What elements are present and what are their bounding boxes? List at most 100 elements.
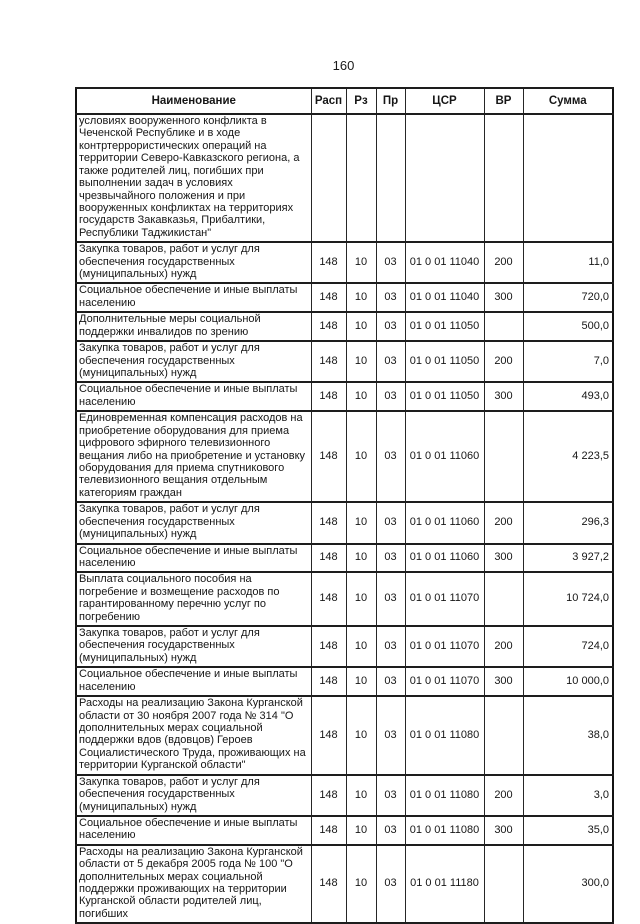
cell-summa: 300,0	[522, 843, 614, 924]
cell-summa: 10 000,0	[522, 666, 614, 698]
cell-csr: 01 0 01 11050	[404, 340, 485, 384]
table-row: Социальное обеспечение и иные выплаты на…	[75, 666, 614, 698]
cell-name: Выплата социального пособия на погребени…	[75, 571, 312, 628]
cell-vr: 200	[483, 625, 524, 669]
cell-csr: 01 0 01 11040	[404, 282, 485, 314]
cell-pr: 03	[375, 625, 406, 669]
cell-rz: 10	[345, 282, 377, 314]
cell-csr: 01 0 01 11080	[404, 695, 485, 776]
cell-csr: 01 0 01 11070	[404, 666, 485, 698]
table-row: Единовременная компенсация расходов на п…	[75, 410, 614, 504]
cell-summa: 38,0	[522, 695, 614, 776]
cell-summa	[522, 112, 614, 244]
cell-rz: 10	[345, 241, 377, 285]
cell-rz: 10	[345, 814, 377, 846]
cell-pr: 03	[375, 282, 406, 314]
column-header-vr: ВР	[483, 87, 524, 115]
cell-rz: 10	[345, 695, 377, 776]
cell-pr: 03	[375, 381, 406, 413]
cell-name: Закупка товаров, работ и услуг для обесп…	[75, 241, 312, 285]
cell-csr	[404, 112, 485, 244]
cell-rasp: 148	[310, 666, 347, 698]
cell-summa: 4 223,5	[522, 410, 614, 504]
cell-name: Расходы на реализацию Закона Курганской …	[75, 843, 312, 924]
cell-csr: 01 0 01 11060	[404, 542, 485, 574]
cell-rz: 10	[345, 625, 377, 669]
cell-vr	[483, 410, 524, 504]
cell-vr	[483, 571, 524, 628]
cell-csr: 01 0 01 11070	[404, 571, 485, 628]
cell-csr: 01 0 01 11060	[404, 501, 485, 545]
cell-summa: 3,0	[522, 773, 614, 817]
cell-rasp: 148	[310, 814, 347, 846]
cell-rz	[345, 112, 377, 244]
cell-name: Закупка товаров, работ и услуг для обесп…	[75, 501, 312, 545]
cell-vr: 300	[483, 282, 524, 314]
cell-pr: 03	[375, 666, 406, 698]
cell-pr	[375, 112, 406, 244]
cell-vr: 200	[483, 501, 524, 545]
cell-pr: 03	[375, 311, 406, 343]
cell-rz: 10	[345, 843, 377, 924]
table-row: Закупка товаров, работ и услуг для обесп…	[75, 773, 614, 817]
table-row: Расходы на реализацию Закона Курганской …	[75, 843, 614, 924]
cell-rasp: 148	[310, 381, 347, 413]
cell-rasp: 148	[310, 625, 347, 669]
cell-name: Закупка товаров, работ и услуг для обесп…	[75, 773, 312, 817]
cell-rasp: 148	[310, 501, 347, 545]
cell-name: Социальное обеспечение и иные выплаты на…	[75, 666, 312, 698]
cell-rz: 10	[345, 311, 377, 343]
column-header-rasp: Расп	[310, 87, 347, 115]
table-row: Закупка товаров, работ и услуг для обесп…	[75, 340, 614, 384]
cell-vr: 200	[483, 340, 524, 384]
cell-name: Закупка товаров, работ и услуг для обесп…	[75, 340, 312, 384]
cell-rasp: 148	[310, 571, 347, 628]
cell-rasp: 148	[310, 282, 347, 314]
cell-rz: 10	[345, 501, 377, 545]
column-header-rz: Рз	[345, 87, 377, 115]
cell-vr: 300	[483, 814, 524, 846]
cell-csr: 01 0 01 11050	[404, 381, 485, 413]
cell-rz: 10	[345, 381, 377, 413]
cell-name: Закупка товаров, работ и услуг для обесп…	[75, 625, 312, 669]
cell-vr: 300	[483, 666, 524, 698]
cell-name: Социальное обеспечение и иные выплаты на…	[75, 814, 312, 846]
cell-csr: 01 0 01 11070	[404, 625, 485, 669]
cell-csr: 01 0 01 11060	[404, 410, 485, 504]
table-row: Дополнительные меры социальной поддержки…	[75, 311, 614, 343]
table-row: Социальное обеспечение и иные выплаты на…	[75, 381, 614, 413]
table-row: Выплата социального пособия на погребени…	[75, 571, 614, 628]
cell-summa: 720,0	[522, 282, 614, 314]
cell-pr: 03	[375, 501, 406, 545]
cell-rasp: 148	[310, 241, 347, 285]
cell-summa: 11,0	[522, 241, 614, 285]
cell-rz: 10	[345, 340, 377, 384]
table-row: Социальное обеспечение и иные выплаты на…	[75, 282, 614, 314]
cell-pr: 03	[375, 410, 406, 504]
cell-vr: 200	[483, 773, 524, 817]
cell-summa: 493,0	[522, 381, 614, 413]
cell-rasp: 148	[310, 843, 347, 924]
cell-rasp: 148	[310, 410, 347, 504]
cell-summa: 296,3	[522, 501, 614, 545]
cell-rz: 10	[345, 542, 377, 574]
table-body: условиях вооруженного конфликта в Чеченс…	[75, 112, 614, 924]
cell-name: Единовременная компенсация расходов на п…	[75, 410, 312, 504]
cell-pr: 03	[375, 773, 406, 817]
cell-pr: 03	[375, 695, 406, 776]
cell-csr: 01 0 01 11080	[404, 773, 485, 817]
cell-summa: 7,0	[522, 340, 614, 384]
cell-name: Социальное обеспечение и иные выплаты на…	[75, 542, 312, 574]
cell-rasp: 148	[310, 542, 347, 574]
cell-name: Социальное обеспечение и иные выплаты на…	[75, 381, 312, 413]
column-header-name: Наименование	[75, 87, 312, 115]
cell-summa: 10 724,0	[522, 571, 614, 628]
column-header-csr: ЦСР	[404, 87, 485, 115]
cell-pr: 03	[375, 241, 406, 285]
cell-rasp: 148	[310, 340, 347, 384]
cell-rz: 10	[345, 666, 377, 698]
cell-summa: 3 927,2	[522, 542, 614, 574]
cell-csr: 01 0 01 11080	[404, 814, 485, 846]
column-header-summa: Сумма	[522, 87, 614, 115]
cell-rasp: 148	[310, 773, 347, 817]
